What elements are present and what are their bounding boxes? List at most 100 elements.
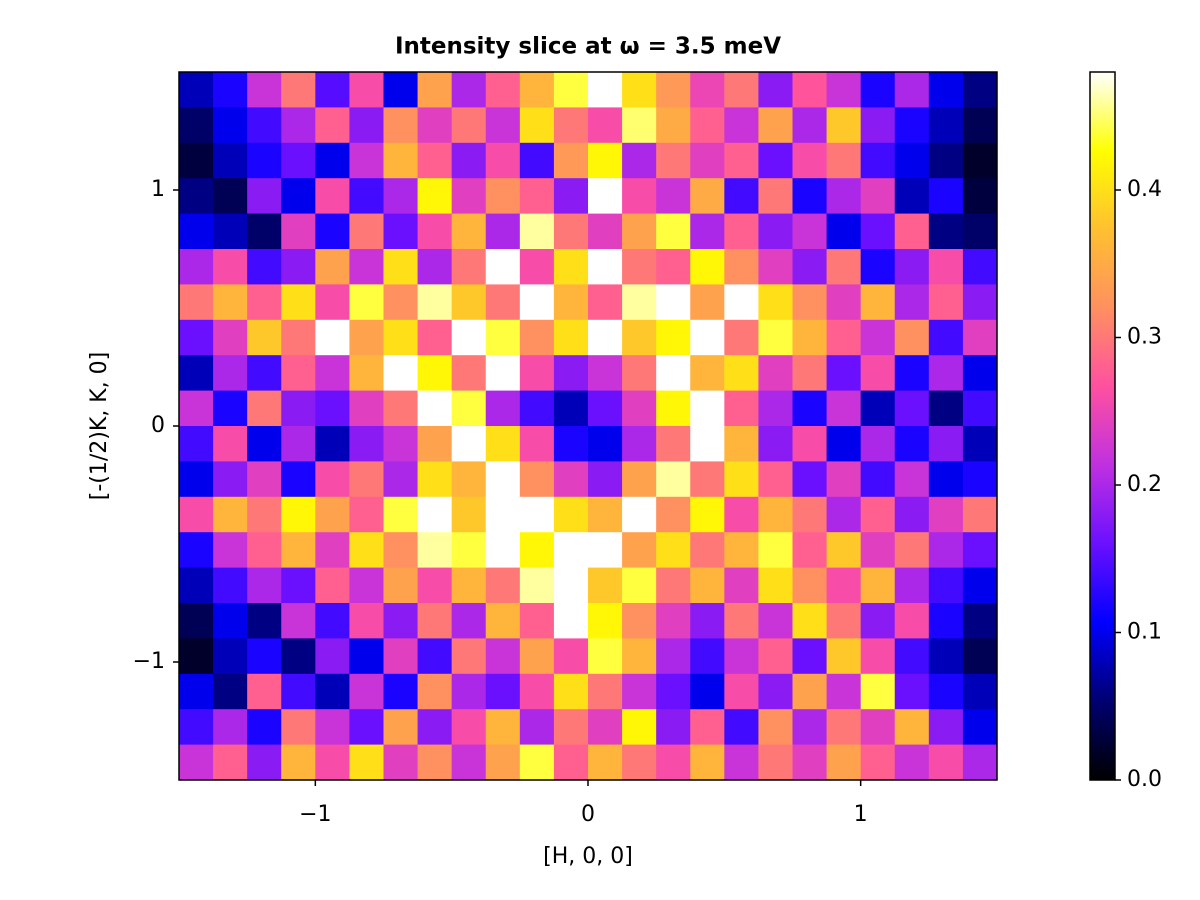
heatmap-cell <box>894 567 930 604</box>
heatmap-cell <box>553 673 589 710</box>
heatmap-cell <box>349 709 384 746</box>
heatmap-cell <box>485 319 521 356</box>
heatmap <box>179 72 998 781</box>
heatmap-cell <box>928 107 964 144</box>
heatmap-cell <box>962 709 998 746</box>
heatmap-cell <box>213 603 248 639</box>
heatmap-cell <box>724 249 759 285</box>
y-axis-label: [-(1/2)K, K, 0] <box>87 352 112 501</box>
heatmap-cell <box>281 107 316 144</box>
heatmap-cell <box>247 390 282 427</box>
heatmap-cell <box>894 213 930 250</box>
heatmap-cell <box>247 638 282 675</box>
heatmap-cell <box>451 638 487 675</box>
heatmap-cell <box>519 567 555 604</box>
heatmap-cell <box>724 178 759 215</box>
heatmap-cell <box>656 709 691 746</box>
heatmap-cell <box>656 390 691 427</box>
heatmap-cell <box>349 178 384 215</box>
heatmap-cell <box>485 603 521 639</box>
heatmap-cell <box>451 496 487 533</box>
heatmap-cell <box>894 603 930 639</box>
heatmap-cell <box>417 567 453 604</box>
heatmap-cell <box>179 213 214 250</box>
heatmap-cell <box>383 213 419 250</box>
heatmap-cell <box>758 496 793 533</box>
heatmap-cell <box>724 142 759 179</box>
heatmap-cell <box>281 638 316 675</box>
heatmap-cell <box>417 496 453 533</box>
heatmap-cell <box>519 496 555 533</box>
heatmap-cell <box>417 178 453 215</box>
heatmap-cell <box>213 72 248 108</box>
heatmap-cell <box>656 319 691 356</box>
x-axis-label: [H, 0, 0] <box>543 844 633 869</box>
heatmap-cell <box>622 461 657 498</box>
heatmap-cell <box>894 673 930 710</box>
heatmap-cell <box>928 744 964 781</box>
heatmap-cell <box>792 426 828 462</box>
heatmap-cell <box>656 673 691 710</box>
heatmap-cell <box>690 319 725 356</box>
heatmap-cell <box>485 532 521 569</box>
heatmap-cell <box>213 390 248 427</box>
heatmap-cell <box>247 567 282 604</box>
heatmap-cell <box>758 284 793 321</box>
heatmap-cell <box>451 744 487 781</box>
heatmap-cell <box>247 213 282 250</box>
heatmap-cell <box>417 355 453 392</box>
heatmap-cell <box>315 567 350 604</box>
heatmap-cell <box>894 142 930 179</box>
heatmap-cell <box>281 532 316 569</box>
heatmap-cell <box>724 355 759 392</box>
heatmap-cell <box>928 178 964 215</box>
heatmap-cell <box>792 496 828 533</box>
heatmap-cell <box>451 142 487 179</box>
heatmap-cell <box>553 532 589 569</box>
heatmap-cell <box>315 178 350 215</box>
heatmap-cell <box>622 709 657 746</box>
heatmap-cell <box>622 673 657 710</box>
heatmap-cell <box>758 532 793 569</box>
heatmap-cell <box>417 72 453 108</box>
heatmap-cell <box>690 249 725 285</box>
heatmap-cell <box>724 673 759 710</box>
heatmap-cell <box>315 673 350 710</box>
heatmap-cell <box>553 355 589 392</box>
heatmap-cell <box>656 744 691 781</box>
heatmap-cell <box>588 496 623 533</box>
heatmap-cell <box>928 213 964 250</box>
heatmap-cell <box>622 638 657 675</box>
heatmap-cell <box>622 72 657 108</box>
heatmap-cell <box>519 603 555 639</box>
heatmap-cell <box>724 496 759 533</box>
heatmap-cell <box>826 496 862 533</box>
heatmap-cell <box>792 319 828 356</box>
heatmap-cell <box>179 319 214 356</box>
heatmap-cell <box>792 603 828 639</box>
heatmap-cell <box>792 178 828 215</box>
heatmap-cell <box>485 284 521 321</box>
heatmap-cell <box>519 744 555 781</box>
heatmap-cell <box>622 355 657 392</box>
y-tick-label: 0 <box>151 413 165 438</box>
heatmap-cell <box>383 603 419 639</box>
heatmap-cell <box>213 142 248 179</box>
heatmap-cell <box>860 142 896 179</box>
heatmap-cell <box>622 213 657 250</box>
heatmap-cell <box>315 390 350 427</box>
heatmap-cell <box>281 673 316 710</box>
heatmap-cell <box>519 107 555 144</box>
heatmap-cell <box>247 319 282 356</box>
heatmap-cell <box>860 744 896 781</box>
heatmap-cell <box>383 178 419 215</box>
heatmap-cell <box>213 107 248 144</box>
heatmap-cell <box>622 426 657 462</box>
heatmap-cell <box>417 142 453 179</box>
heatmap-cell <box>826 567 862 604</box>
heatmap-cell <box>758 319 793 356</box>
heatmap-cell <box>826 249 862 285</box>
heatmap-cell <box>724 319 759 356</box>
heatmap-cell <box>179 426 214 462</box>
heatmap-cell <box>349 532 384 569</box>
